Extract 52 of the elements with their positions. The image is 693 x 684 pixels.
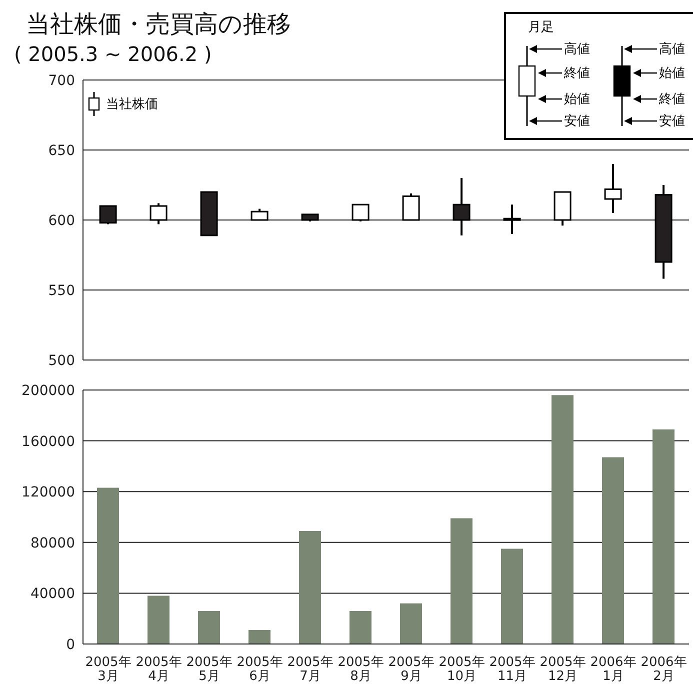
x-tick-label: 2005年 5月 — [186, 655, 232, 684]
chart-title: 当社株価・売買高の推移 — [26, 9, 291, 40]
annotation: 始値 — [659, 65, 685, 82]
candlestick — [604, 163, 622, 214]
chart-subtitle: ( 2005.3 ~ 2006.2 ) — [14, 42, 212, 66]
candlestick — [150, 202, 168, 226]
y-tick-label: 650 — [48, 142, 75, 159]
bar — [97, 488, 119, 644]
annotation: 終値 — [659, 91, 685, 108]
candlestick — [402, 192, 420, 221]
candlestick — [352, 204, 370, 222]
bar — [501, 548, 523, 644]
bar — [350, 610, 372, 644]
x-tick-label: 2005年 4月 — [136, 655, 182, 684]
annotation: 安値 — [659, 113, 685, 130]
bar — [299, 530, 321, 644]
y-tick-label: 40000 — [30, 586, 75, 602]
y-tick-label: 0 — [66, 636, 75, 653]
y-tick-label: 700 — [48, 72, 75, 89]
legend-label: 当社株価 — [106, 96, 158, 113]
x-tick-label: 2006年 1月 — [590, 655, 636, 684]
y-tick-label: 80000 — [30, 535, 75, 552]
x-tick-label: 2005年 8月 — [338, 655, 384, 684]
bar — [148, 596, 170, 644]
bar — [198, 610, 220, 644]
y-tick-label: 600 — [48, 212, 75, 229]
bar — [552, 395, 574, 644]
y-tick-label: 550 — [48, 282, 75, 299]
bar — [248, 630, 270, 644]
candlestick — [250, 208, 268, 221]
bar — [450, 518, 472, 644]
annotation: 安値 — [564, 113, 590, 130]
y-tick-label: 500 — [48, 352, 75, 369]
x-tick-label: 2005年 9月 — [388, 655, 434, 684]
annotation: 終値 — [564, 65, 590, 82]
text: 高値 — [564, 41, 590, 58]
x-tick-label: 2005年 7月 — [287, 655, 334, 684]
y-tick-label: 120000 — [22, 484, 75, 501]
x-tick-label: 2005年 12月 — [540, 655, 586, 684]
y-tick-label: 200000 — [22, 382, 75, 399]
annotation: 始値 — [564, 91, 590, 108]
x-tick-label: 2005年 11月 — [489, 655, 536, 684]
x-tick-label: 2006年 2月 — [640, 655, 687, 684]
bar — [652, 429, 674, 644]
bar — [602, 457, 624, 644]
y-tick-label: 160000 — [22, 434, 75, 450]
x-tick-label: 2005年 3月 — [85, 655, 132, 684]
x-tick-label: 2005年 10月 — [438, 655, 485, 684]
text: 月足 — [528, 19, 554, 36]
text: 高値 — [659, 41, 685, 58]
x-tick-label: 2005年 6月 — [236, 655, 283, 684]
bar — [400, 603, 422, 644]
